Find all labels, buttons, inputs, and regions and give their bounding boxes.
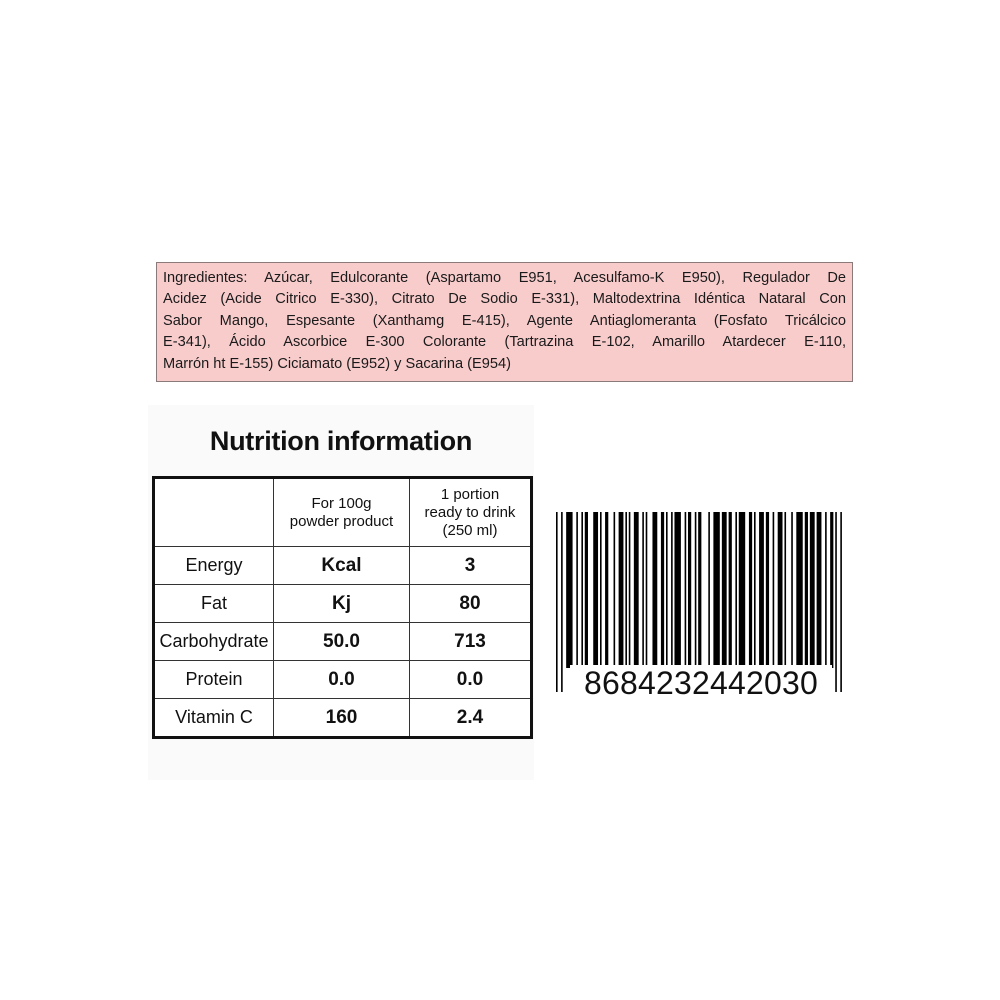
barcode-bar [645, 512, 648, 668]
barcode-bar [584, 512, 588, 668]
barcode-bar [576, 512, 578, 668]
barcode-bar [605, 512, 609, 668]
barcode-bar [816, 512, 822, 668]
barcode-bar [759, 512, 764, 668]
barcode-bar [625, 512, 627, 668]
barcode-bar [835, 512, 837, 692]
nutrition-table: For 100g powder product 1 portion ready … [152, 476, 533, 739]
barcode-bar [796, 512, 803, 668]
header-per-100g: For 100g powder product [289, 494, 394, 530]
barcode-bar [688, 512, 692, 668]
header-cell: For 100g powder product [273, 477, 410, 547]
header-cell [153, 477, 274, 547]
table-row: Fat Kj 80 [153, 584, 532, 623]
barcode-bar [618, 512, 624, 668]
ingredients-line: Marrón ht E-155) Ciciamato (E952) y Saca… [163, 355, 511, 372]
barcode-bar [581, 512, 583, 668]
barcode-bar [633, 512, 639, 668]
barcode-bar [674, 512, 681, 668]
barcode-bar [660, 512, 665, 668]
barcode-bar [671, 512, 673, 668]
barcode-bar [840, 512, 842, 692]
barcode-bar [791, 512, 793, 668]
barcode-bar [561, 512, 563, 692]
barcode-bar [784, 512, 787, 668]
nutrient-name: Fat [153, 584, 274, 623]
barcode-bar [666, 512, 668, 668]
barcode-image [556, 512, 842, 692]
ingredients-line: Sabor Mango, Espesante (Xanthamg E-415),… [163, 312, 846, 329]
table-row: Carbohydrate 50.0 713 [153, 622, 532, 661]
nutrient-name: Vitamin C [153, 698, 274, 738]
value-100g: 0.0 [273, 660, 410, 699]
barcode-bar [556, 512, 558, 692]
barcode-bar [694, 512, 697, 692]
barcode-bar [748, 512, 753, 668]
barcode-bar [721, 512, 727, 668]
barcode-bar [825, 512, 827, 668]
barcode-bar [735, 512, 737, 668]
barcode-bar [698, 512, 702, 692]
barcode-number: 8684232442030 [570, 665, 832, 702]
barcode-bar [566, 512, 573, 668]
ingredients-line: E-341), Ácido Ascorbice E-300 Colorante … [163, 334, 846, 351]
barcode-bar [652, 512, 658, 668]
value-100g: 50.0 [273, 622, 410, 661]
ingredients-line: Ingredientes: Azúcar, Edulcorante (Aspar… [163, 270, 846, 286]
nutrient-name: Carbohydrate [153, 622, 274, 661]
table-row: Vitamin C 160 2.4 [153, 698, 532, 738]
value-portion: 3 [409, 546, 532, 585]
barcode-bar [777, 512, 783, 668]
barcode-bar [830, 512, 834, 668]
ingredients-line: Acidez (Acide Citrico E-330), Citrato De… [163, 291, 846, 308]
table-row: Protein 0.0 0.0 [153, 660, 532, 699]
barcode-bar [809, 512, 815, 668]
barcode-bar [642, 512, 644, 668]
barcode-bar [772, 512, 775, 668]
header-cell: 1 portion ready to drink (250 ml) [409, 477, 532, 547]
barcode-bar [613, 512, 616, 668]
value-portion: 2.4 [409, 698, 532, 738]
barcode-bar [600, 512, 602, 668]
barcode-bar [684, 512, 687, 668]
value-100g: 160 [273, 698, 410, 738]
barcode-bar [738, 512, 746, 668]
nutrient-name: Energy [153, 546, 274, 585]
table-row: Energy Kcal 3 [153, 546, 532, 585]
value-portion: 0.0 [409, 660, 532, 699]
barcode-bar [804, 512, 808, 668]
barcode-bar [728, 512, 732, 668]
value-100g: Kcal [273, 546, 410, 585]
header-per-portion: 1 portion ready to drink (250 ml) [424, 485, 516, 539]
value-portion: 713 [409, 622, 532, 661]
barcode-bar [713, 512, 720, 668]
barcode-bar [593, 512, 599, 668]
nutrient-name: Protein [153, 660, 274, 699]
table-header-row: For 100g powder product 1 portion ready … [153, 477, 532, 547]
value-100g: Kj [273, 584, 410, 623]
nutrition-title: Nutrition information [209, 426, 473, 456]
value-portion: 80 [409, 584, 532, 623]
barcode-bar [708, 512, 710, 668]
ingredients-box: Ingredientes: Azúcar, Edulcorante (Aspar… [156, 262, 853, 382]
barcode-bar [765, 512, 770, 668]
barcode-bar [754, 512, 756, 668]
barcode-bar [628, 512, 631, 668]
